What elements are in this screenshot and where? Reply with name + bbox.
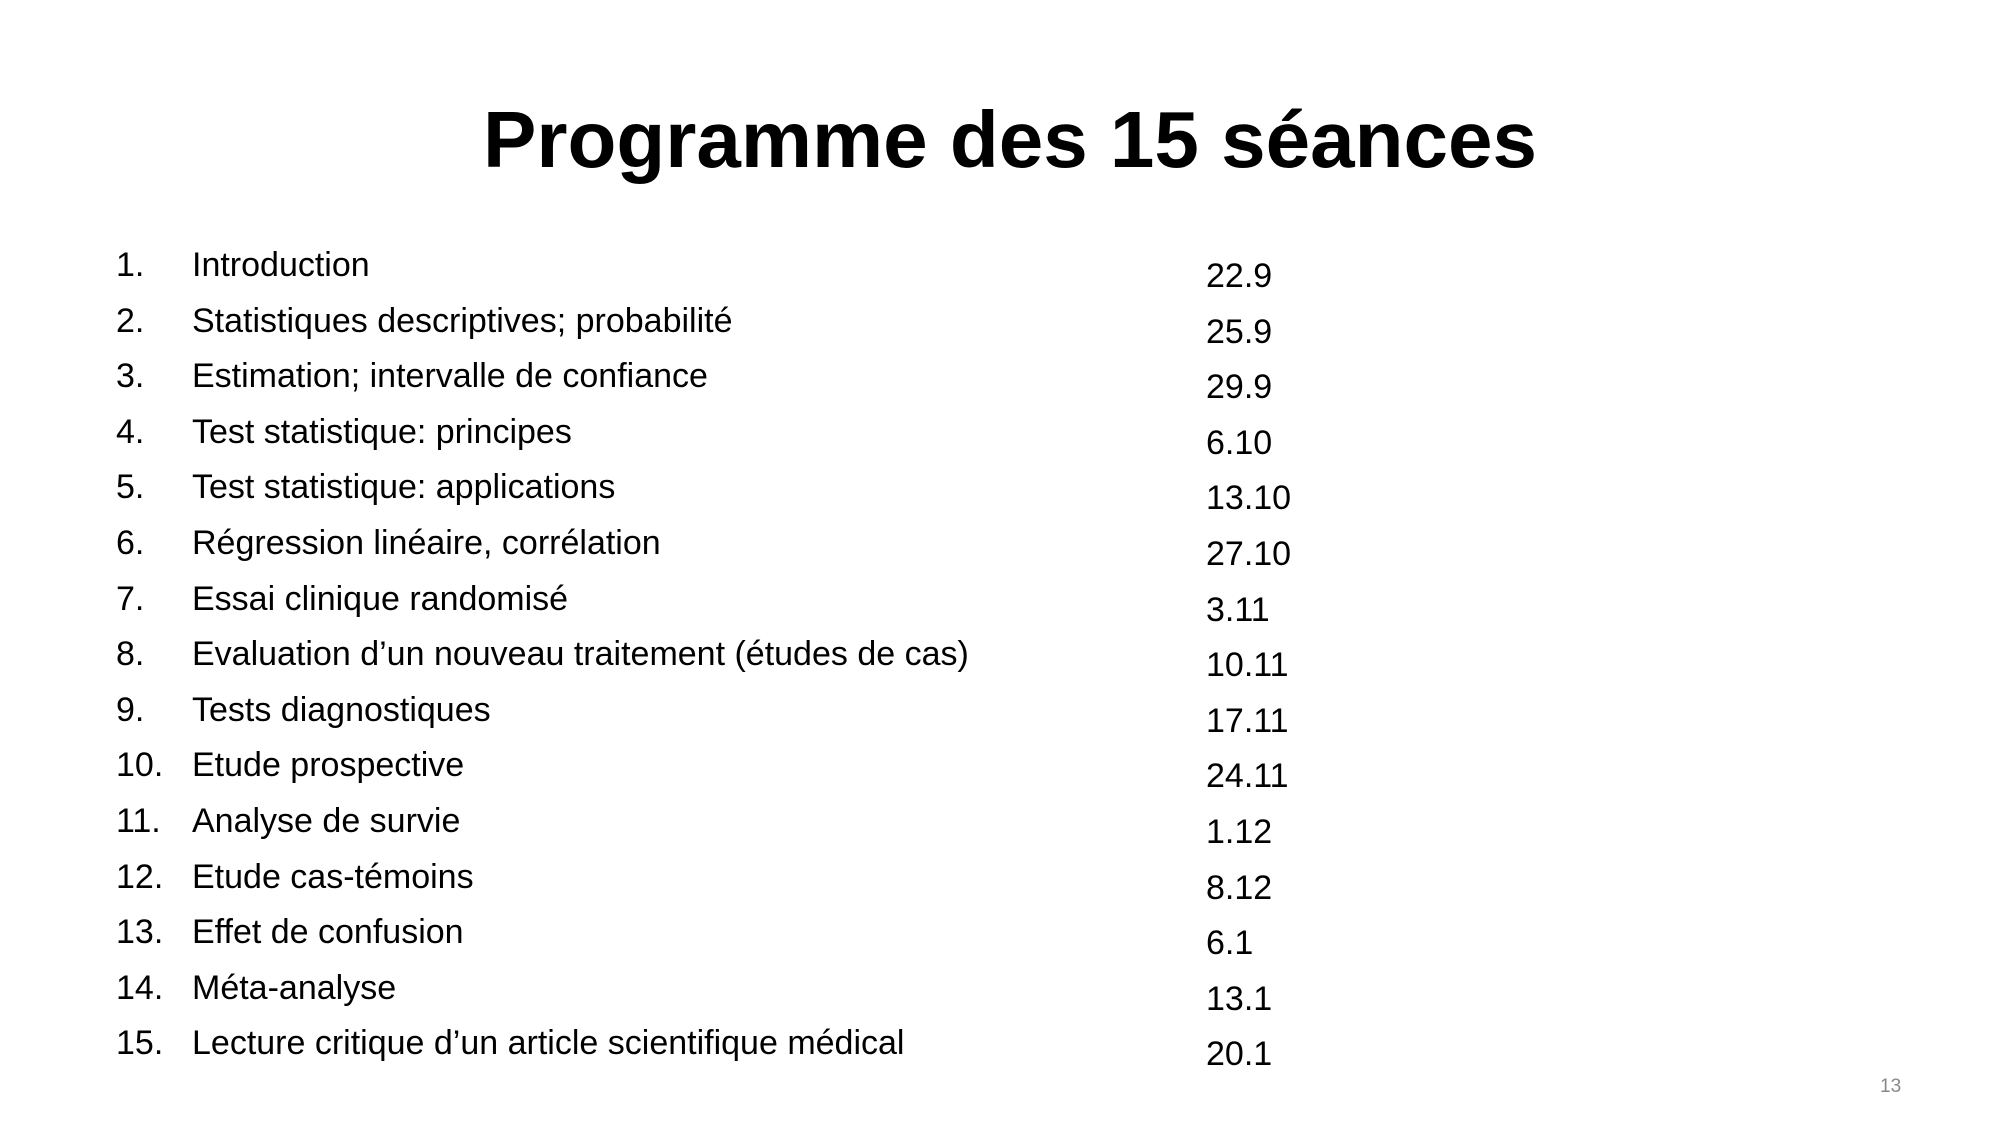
item-date: 8.12 [1206,868,1273,907]
item-date: 10.11 [1206,646,1289,685]
item-number: 4. [116,412,145,451]
item-number: 3. [116,357,145,396]
item-date: 13.1 [1206,979,1273,1018]
item-number: 5. [116,468,145,507]
item-label: Etude cas-témoins [192,857,474,896]
item-date: 20.1 [1206,1035,1273,1074]
item-number: 13. [116,913,164,952]
item-date: 24.11 [1206,757,1289,796]
item-number: 1. [116,246,145,284]
item-number: 12. [116,857,164,896]
item-number: 2. [116,301,145,340]
item-date: 3.11 [1206,590,1270,629]
item-number: 15. [116,1024,164,1063]
item-label: Lecture critique d’un article scientifiq… [192,1024,905,1063]
item-date: 22.9 [1206,257,1273,295]
item-label: Tests diagnostiques [192,690,491,729]
item-label: Introduction [192,246,370,284]
item-number: 11. [116,802,161,840]
item-label: Effet de confusion [192,913,464,952]
item-date: 27.10 [1206,535,1292,573]
item-label: Analyse de survie [192,802,461,840]
item-number: 6. [116,524,145,562]
item-number: 10. [116,746,164,785]
item-number: 8. [116,635,145,674]
item-label: Test statistique: applications [192,468,616,507]
item-date: 25.9 [1206,312,1273,351]
item-label: Evaluation d’un nouveau traitement (étud… [192,635,969,674]
slide-title: Programme des 15 séances [483,95,1537,184]
item-date: 1.12 [1206,813,1273,851]
item-label: Méta-analyse [192,968,397,1007]
item-label: Test statistique: principes [192,412,572,451]
item-date: 17.11 [1206,701,1289,740]
item-date: 13.10 [1206,479,1292,518]
item-date: 29.9 [1206,368,1273,407]
item-label: Statistiques descriptives; probabilité [192,301,733,340]
item-label: Régression linéaire, corrélation [192,524,661,562]
item-number: 7. [116,579,145,618]
item-label: Etude prospective [192,746,465,785]
item-label: Essai clinique randomisé [192,579,569,618]
item-date: 6.1 [1206,924,1254,963]
item-number: 14. [116,968,164,1007]
page-number: 13 [1880,1076,1902,1097]
item-date: 6.10 [1206,423,1273,462]
item-number: 9. [116,690,145,729]
item-label: Estimation; intervalle de confiance [192,357,708,396]
